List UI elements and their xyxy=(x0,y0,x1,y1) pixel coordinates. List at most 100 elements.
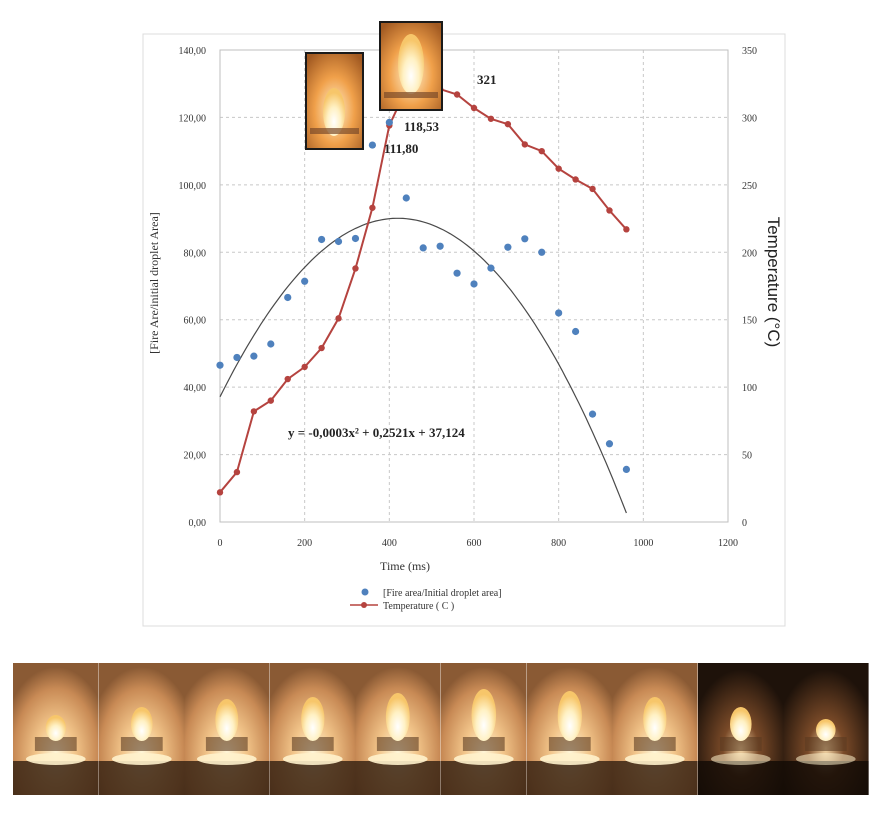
temperature-point xyxy=(487,115,495,122)
left-tick-label: 60,00 xyxy=(184,316,207,327)
legend-label-temperature: Temperature ( C ) xyxy=(383,601,454,612)
fire-area-point xyxy=(351,234,360,243)
fire-area-point xyxy=(250,352,258,360)
fire-area-point xyxy=(487,264,495,272)
x-tick-label: 0 xyxy=(218,538,223,549)
left-tick-label: 120,00 xyxy=(179,113,207,124)
x-tick-label: 1000 xyxy=(633,538,653,549)
legend-label-fire-area: [Fire area/Initial droplet area] xyxy=(383,588,502,599)
temperature-point xyxy=(335,315,342,322)
right-tick-label: 100 xyxy=(742,383,757,394)
temperature-point xyxy=(284,375,291,383)
fire-area-point xyxy=(521,235,529,243)
fire-area-point xyxy=(470,280,478,288)
fire-area-point xyxy=(368,141,376,149)
x-tick-label: 1200 xyxy=(718,538,738,549)
temperature-point xyxy=(369,204,376,211)
legend: [Fire area/Initial droplet area] Tempera… xyxy=(350,588,502,612)
x-axis-ticks: 0 200 400 600 800 1000 1200 xyxy=(218,538,739,549)
right-tick-label: 150 xyxy=(742,316,757,327)
fire-area-point xyxy=(622,465,631,474)
temperature-point xyxy=(504,120,512,128)
fire-area-point xyxy=(572,327,580,336)
trendline-group xyxy=(219,217,627,514)
temperature-point xyxy=(301,363,308,371)
flame-frame-image xyxy=(269,663,356,795)
fire-area-point xyxy=(284,293,292,302)
flame-frame-image xyxy=(440,663,527,795)
fire-area-point xyxy=(318,235,326,244)
fire-area-point xyxy=(301,277,309,285)
annotation-second-fire-area: 111,80 xyxy=(384,141,418,156)
left-tick-label: 40,00 xyxy=(184,383,207,394)
fire-area-point xyxy=(453,269,461,277)
temperature-point xyxy=(623,226,630,233)
fire-area-series xyxy=(216,118,631,474)
temperature-point xyxy=(521,141,528,148)
left-tick-label: 140,00 xyxy=(179,46,207,57)
chart-panel xyxy=(142,33,786,627)
x-tick-label: 600 xyxy=(467,538,482,549)
right-tick-label: 250 xyxy=(742,181,757,192)
fire-area-point xyxy=(216,361,224,369)
flame-inset-image-2 xyxy=(379,21,443,111)
trendline-equation: y = -0,0003x² + 0,2521x + 37,124 xyxy=(288,425,465,440)
flame-frame-image xyxy=(612,663,698,795)
fire-area-point xyxy=(402,194,410,202)
plot-border xyxy=(219,49,729,523)
temperature-point xyxy=(267,397,274,404)
flame-frame-image xyxy=(13,663,99,795)
annotation-max-temperature: 321 xyxy=(477,72,497,87)
x-tick-label: 800 xyxy=(551,538,566,549)
flame-frame-image xyxy=(697,663,784,795)
temperature-point xyxy=(250,408,258,415)
temperature-point xyxy=(453,91,461,98)
right-tick-label: 50 xyxy=(742,451,752,462)
plot-area xyxy=(219,49,729,523)
flame-frame-image xyxy=(526,663,613,795)
temperature-point xyxy=(352,265,359,272)
fire-area-point xyxy=(233,353,241,362)
temperature-point xyxy=(318,344,325,352)
right-tick-label: 300 xyxy=(742,113,757,124)
left-axis-ticks: 0,00 20,00 40,00 60,00 80,00 100,00 120,00 140,… xyxy=(179,46,207,529)
right-tick-label: 350 xyxy=(742,46,757,57)
right-axis-label: Temperature (°C) xyxy=(764,217,783,348)
right-tick-label: 0 xyxy=(742,518,747,529)
fire-area-point xyxy=(605,440,614,448)
left-tick-label: 100,00 xyxy=(179,181,207,192)
legend-marker-fire-area xyxy=(361,588,369,596)
fire-area-point xyxy=(555,309,563,317)
fire-area-point xyxy=(504,243,512,251)
left-axis-label: [Fire Are/initial droplet Area] xyxy=(147,212,161,354)
x-tick-label: 400 xyxy=(382,538,397,549)
fire-area-point xyxy=(588,410,597,418)
flame-frame-image xyxy=(98,663,185,795)
temperature-point xyxy=(589,185,596,193)
trendline xyxy=(219,217,627,514)
right-tick-label: 200 xyxy=(742,248,757,259)
flame-frame-image xyxy=(184,663,270,795)
temperature-point xyxy=(470,104,478,112)
left-tick-label: 0,00 xyxy=(189,518,207,529)
fire-area-point xyxy=(538,248,546,256)
left-tick-label: 20,00 xyxy=(184,451,207,462)
fire-area-point xyxy=(385,118,393,126)
fire-area-point xyxy=(267,340,275,348)
temperature-point xyxy=(216,489,224,496)
right-axis-ticks: 0 50 100 150 200 250 300 350 xyxy=(742,46,757,529)
x-tick-label: 200 xyxy=(297,538,312,549)
fire-area-point xyxy=(334,237,343,246)
x-axis-label: Time (ms) xyxy=(380,559,430,573)
legend-marker-temperature xyxy=(361,602,367,608)
flame-frame-strip xyxy=(13,663,869,795)
temperature-point xyxy=(572,176,579,183)
left-tick-label: 80,00 xyxy=(184,248,207,259)
flame-inset-image-1 xyxy=(305,52,364,150)
fire-area-point xyxy=(419,244,427,252)
temperature-point xyxy=(233,468,241,476)
flame-frame-image xyxy=(783,663,869,795)
annotation-max-fire-area: 118,53 xyxy=(404,119,440,134)
temperature-point xyxy=(606,207,613,214)
